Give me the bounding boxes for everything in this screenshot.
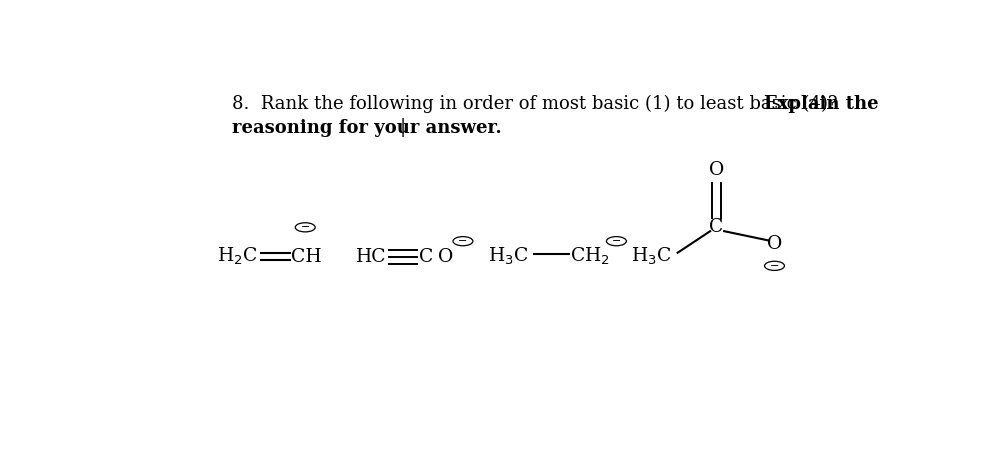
Text: O: O (708, 160, 724, 179)
Text: C: C (419, 248, 433, 266)
Text: C: C (709, 218, 723, 236)
Text: CH: CH (291, 248, 322, 266)
Text: |: | (399, 118, 405, 137)
Text: O: O (438, 248, 453, 266)
Text: H$_2$C: H$_2$C (216, 246, 257, 267)
Text: O: O (767, 235, 782, 253)
Text: reasoning for your answer.: reasoning for your answer. (232, 119, 502, 137)
Text: Explain the: Explain the (764, 95, 878, 112)
Text: −: − (300, 222, 310, 232)
Text: 8.  Rank the following in order of most basic (1) to least basic (4)?: 8. Rank the following in order of most b… (232, 94, 849, 112)
Text: CH$_2$: CH$_2$ (570, 246, 610, 267)
Text: H$_3$C: H$_3$C (488, 246, 529, 267)
Text: −: − (770, 261, 780, 271)
Text: H$_3$C: H$_3$C (631, 246, 672, 267)
Text: HC: HC (356, 248, 386, 266)
Text: −: − (458, 236, 467, 246)
Text: −: − (612, 236, 621, 246)
